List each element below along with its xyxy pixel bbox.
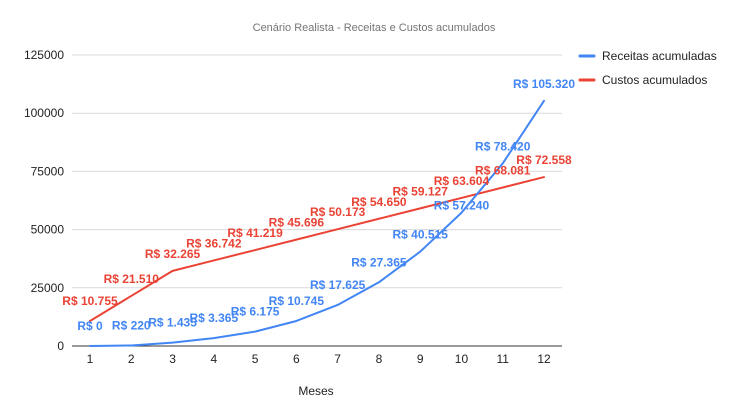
data-label: R$ 21.510 [104,272,160,286]
data-label: R$ 54.650 [351,195,407,209]
data-label: R$ 45.696 [269,216,325,230]
series-line-receitas [89,99,545,347]
gridlines [72,54,562,289]
data-label: R$ 78.420 [475,139,531,153]
data-label: R$ 3.365 [189,311,238,325]
x-tick-label: 3 [169,352,176,366]
x-tick-label: 9 [417,352,424,366]
x-tick-label: 4 [210,352,217,366]
x-tick-label: 2 [128,352,135,366]
data-label: R$ 105.320 [513,77,575,91]
x-tick-label: 1 [87,352,94,366]
data-label: R$ 220 [112,318,151,332]
series-line-custos [89,176,545,322]
y-tick-label: 75000 [31,164,65,178]
data-label: R$ 1.435 [148,316,197,330]
y-tick-label: 0 [57,339,64,353]
data-label: R$ 68.081 [475,164,531,178]
x-tick-label: 8 [376,352,383,366]
data-label: R$ 40.515 [392,228,448,242]
legend-label: Receitas acumuladas [602,49,717,63]
data-label: R$ 0 [77,319,103,333]
y-tick-label: 100000 [24,106,64,120]
legend: Receitas acumuladas Custos acumulados [578,49,717,87]
data-label: R$ 10.755 [62,294,118,308]
y-tick-label: 125000 [24,48,64,62]
data-label: R$ 36.742 [186,236,242,250]
x-tick-label: 7 [334,352,341,366]
x-tick-label: 5 [252,352,259,366]
data-label: R$ 17.625 [310,278,366,292]
x-tick-label: 12 [537,352,551,366]
data-label: R$ 72.558 [516,153,572,167]
x-tick-label: 6 [293,352,300,366]
data-label: R$ 59.127 [392,184,448,198]
x-axis-ticks: 1 2 3 4 5 6 7 8 9 10 11 12 [87,352,551,366]
y-tick-label: 50000 [31,223,65,237]
data-label: R$ 63.604 [434,174,490,188]
x-tick-label: 10 [455,352,469,366]
series-lines [89,99,545,347]
x-tick-label: 11 [496,352,509,366]
y-axis-ticks: 0 25000 50000 75000 100000 125000 [24,48,64,353]
data-label: R$ 41.219 [227,226,283,240]
data-label: R$ 32.265 [145,247,201,261]
legend-label: Custos acumulados [602,73,707,87]
chart-title: Cenário Realista - Receitas e Custos acu… [253,22,496,34]
data-label: R$ 50.173 [310,205,366,219]
y-tick-label: 25000 [31,281,65,295]
data-label: R$ 57.240 [434,199,490,213]
x-axis-title: Meses [298,384,333,398]
data-label: R$ 27.365 [351,255,407,269]
data-label: R$ 10.745 [269,294,325,308]
data-label: R$ 6.175 [231,305,280,319]
